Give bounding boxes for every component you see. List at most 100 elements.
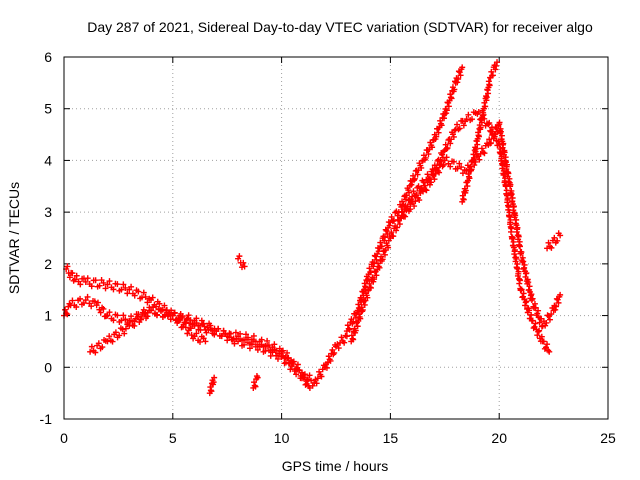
data-point: [104, 281, 111, 288]
data-point: [185, 312, 192, 319]
data-point: [323, 364, 330, 371]
data-point: [262, 347, 269, 354]
data-point: [433, 164, 440, 171]
data-point: [144, 309, 151, 316]
data-point: [475, 108, 482, 115]
data-point: [471, 162, 478, 169]
data-point: [121, 330, 128, 337]
data-point: [171, 310, 178, 317]
data-point: [284, 349, 291, 356]
data-point: [454, 79, 461, 86]
data-point: [290, 361, 297, 367]
data-point: [444, 145, 451, 152]
data-point: [371, 276, 378, 283]
data-point: [532, 320, 539, 327]
data-point: [258, 341, 265, 348]
data-point: [208, 388, 215, 395]
data-point: [486, 119, 493, 126]
data-point: [338, 334, 345, 341]
data-point: [552, 306, 559, 313]
data-point: [88, 303, 95, 310]
grid-lines: [64, 57, 608, 419]
data-point: [521, 261, 528, 268]
data-point: [187, 325, 194, 332]
data-point: [271, 346, 278, 353]
data-point: [153, 312, 160, 319]
data-point: [413, 191, 420, 198]
data-point: [250, 338, 257, 345]
y-tick-label: 6: [44, 49, 52, 65]
y-tick-label: 4: [44, 152, 52, 168]
data-point: [231, 340, 238, 347]
data-point: [174, 319, 181, 326]
data-point: [546, 316, 553, 323]
data-point: [548, 311, 555, 318]
data-point: [104, 338, 111, 345]
x-tick-label: 10: [274, 430, 290, 446]
data-point: [357, 315, 364, 322]
data-point: [433, 133, 440, 140]
data-point: [131, 322, 138, 329]
data-point: [122, 325, 129, 332]
data-point: [523, 298, 530, 305]
data-point: [528, 311, 535, 318]
data-point: [106, 278, 113, 285]
data-point: [193, 330, 200, 337]
data-point: [331, 349, 338, 356]
data-point: [140, 289, 147, 296]
data-point: [396, 221, 403, 228]
data-point: [523, 270, 530, 277]
data-point: [181, 319, 188, 326]
data-point: [122, 316, 129, 323]
data-point: [377, 239, 384, 246]
data-point: [204, 324, 211, 331]
data-point: [92, 349, 99, 356]
data-point: [314, 375, 321, 382]
data-point: [273, 352, 280, 359]
data-point: [149, 294, 156, 301]
data-point: [304, 377, 311, 384]
data-point: [451, 86, 458, 93]
data-point: [142, 293, 149, 300]
data-point: [451, 127, 458, 134]
data-point: [131, 292, 138, 299]
data-point: [388, 229, 395, 236]
data-point: [481, 150, 488, 157]
data-point: [425, 151, 432, 158]
data-point: [344, 322, 351, 329]
data-point: [69, 297, 76, 304]
data-point: [335, 345, 342, 352]
data-point: [414, 171, 421, 178]
data-point: [88, 343, 95, 350]
data-point: [399, 198, 406, 205]
data-point: [516, 277, 523, 284]
data-point: [165, 310, 172, 317]
data-point: [280, 352, 287, 359]
data-point: [555, 299, 562, 306]
data-point: [512, 212, 519, 219]
data-point: [202, 338, 209, 345]
data-point: [477, 124, 484, 131]
data-point: [553, 303, 560, 310]
data-point: [114, 281, 121, 288]
data-point: [390, 233, 397, 240]
data-point: [501, 149, 508, 156]
data-point: [429, 144, 436, 151]
data-point: [465, 111, 472, 118]
y-axis-label: SDTVAR / TECUs: [6, 182, 22, 294]
data-point: [544, 341, 551, 348]
data-point: [376, 264, 383, 271]
data-point: [87, 348, 94, 355]
data-point: [442, 141, 449, 148]
data-point: [383, 227, 390, 234]
data-point: [352, 327, 359, 334]
data-point: [428, 179, 435, 186]
data-point: [454, 121, 461, 128]
data-point: [443, 145, 450, 152]
data-point: [545, 239, 552, 246]
data-point: [551, 234, 558, 241]
data-point: [95, 299, 101, 306]
data-point: [232, 329, 239, 336]
data-point: [220, 327, 227, 334]
data-point: [493, 62, 500, 69]
